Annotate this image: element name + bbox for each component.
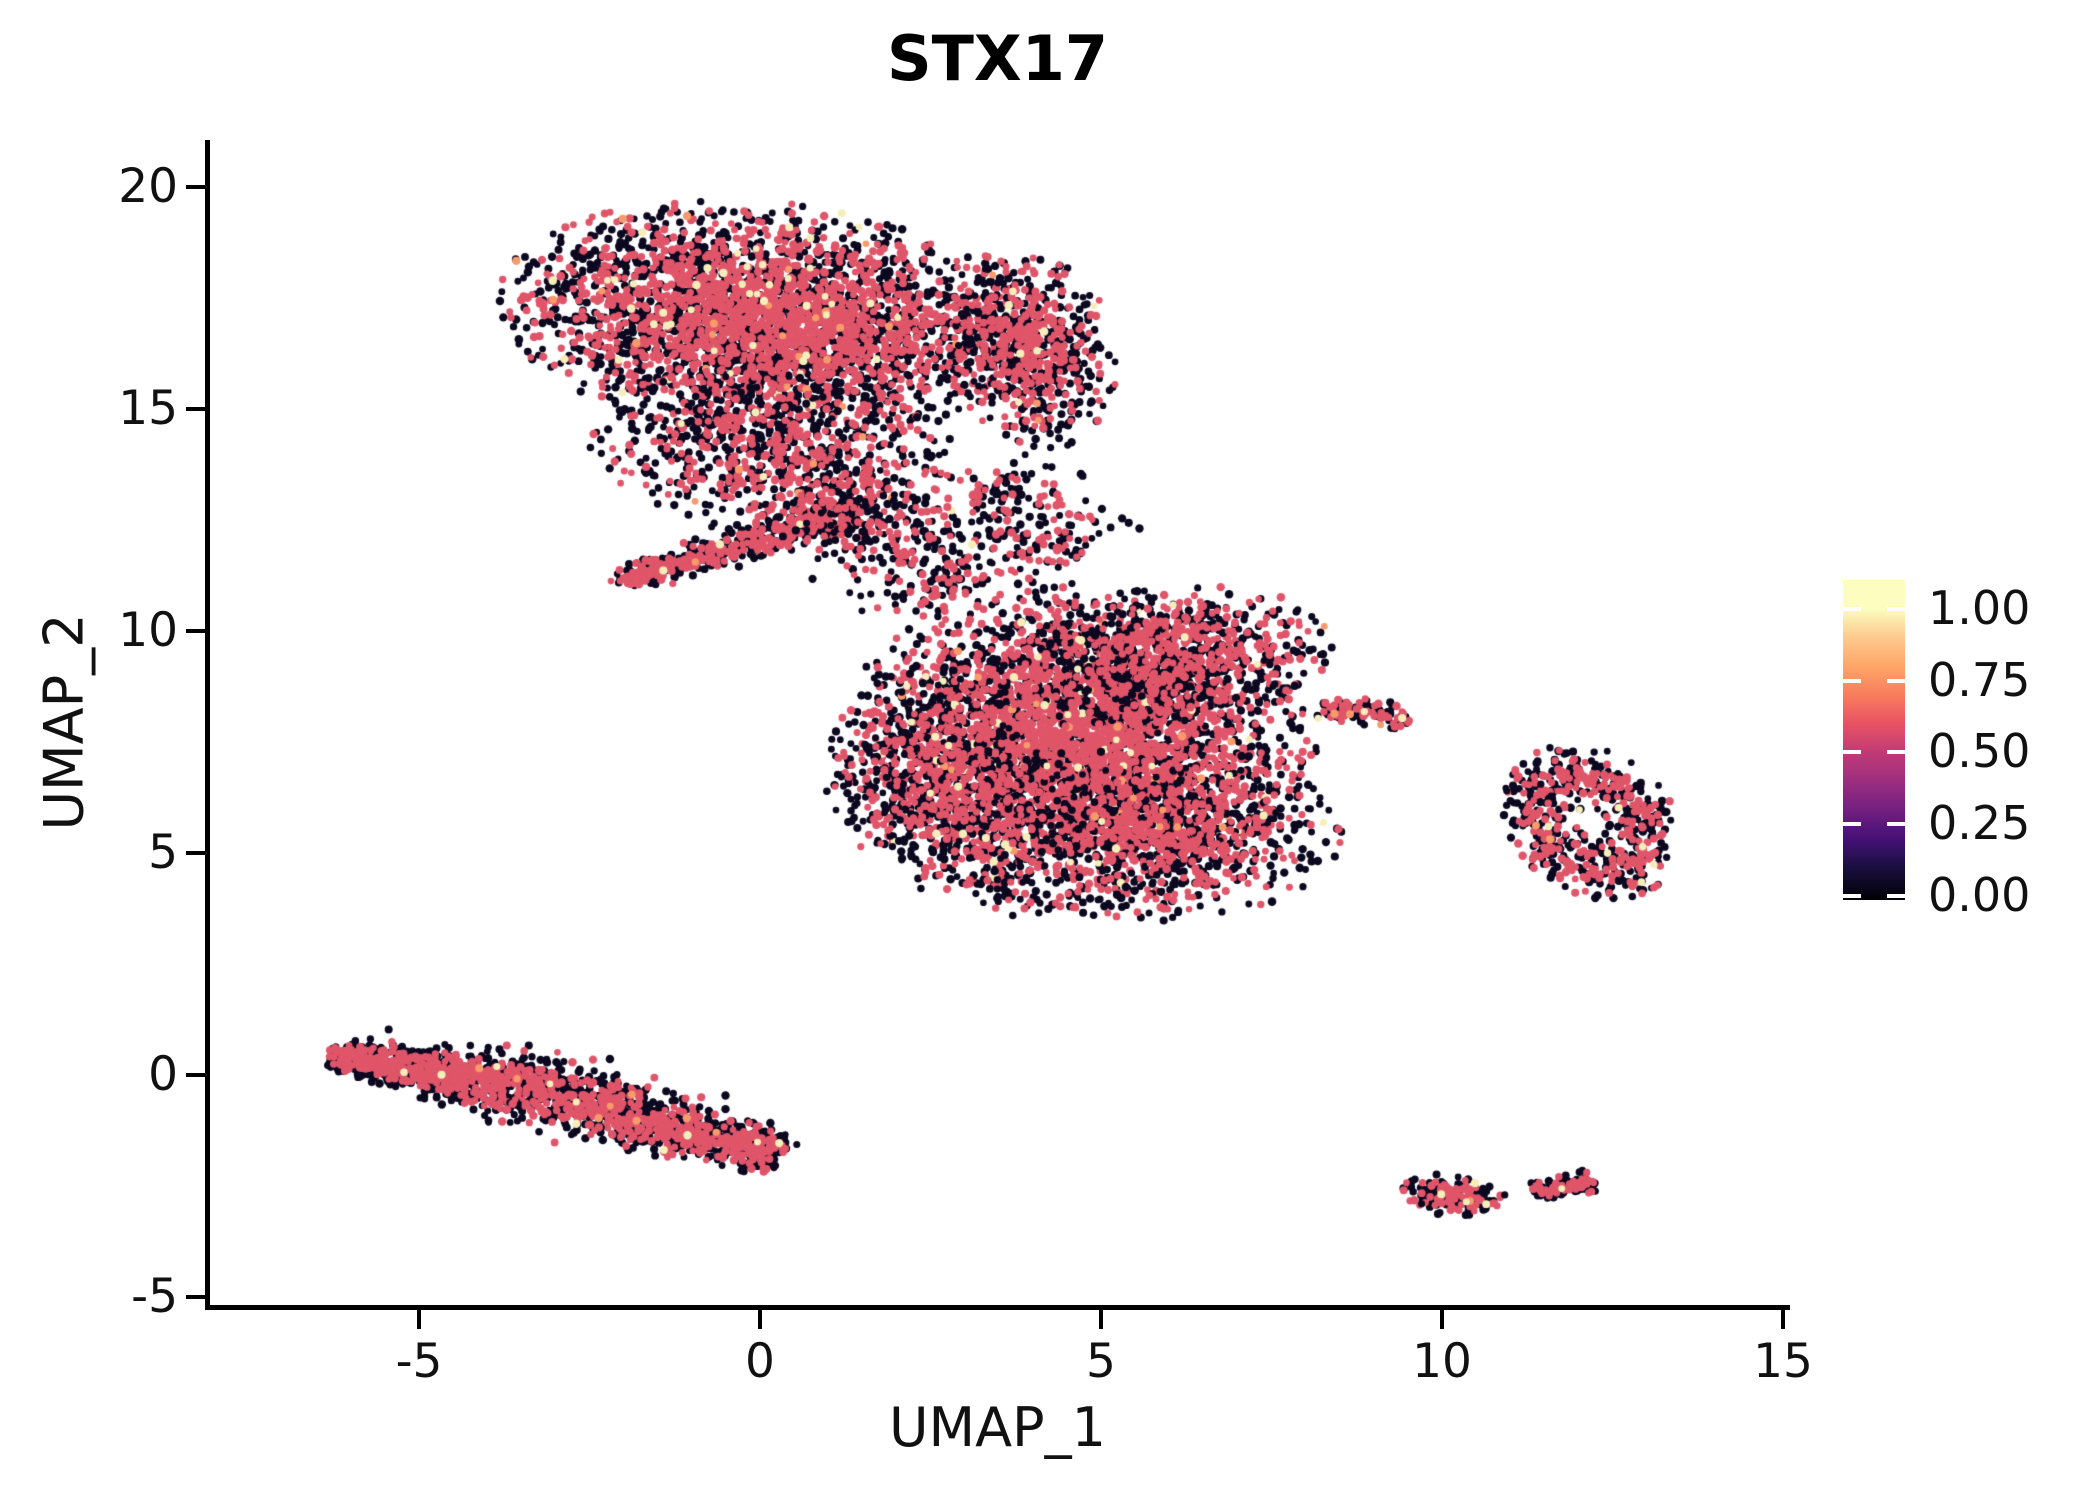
colorbar-label: 0.00 bbox=[1928, 868, 2031, 922]
y-axis-tick-label: 10 bbox=[118, 603, 178, 658]
y-axis-tick bbox=[186, 407, 205, 411]
colorbar-label: 0.50 bbox=[1928, 724, 2031, 778]
y-axis-tick bbox=[186, 629, 205, 633]
y-axis-tick bbox=[186, 851, 205, 855]
y-axis-tick-label: 0 bbox=[148, 1047, 178, 1102]
x-axis-tick-label: 10 bbox=[1412, 1334, 1472, 1389]
x-axis-tick-label: 5 bbox=[1086, 1334, 1116, 1389]
x-axis-tick bbox=[417, 1310, 421, 1329]
colorbar-tick bbox=[1843, 606, 1861, 611]
x-axis-tick bbox=[1781, 1310, 1785, 1329]
x-axis-title: UMAP_1 bbox=[889, 1396, 1106, 1459]
y-axis-tick bbox=[186, 1295, 205, 1299]
y-axis-tick bbox=[186, 1073, 205, 1077]
colorbar-label: 0.25 bbox=[1928, 796, 2031, 850]
y-axis-tick-label: 5 bbox=[148, 825, 178, 880]
x-axis-tick bbox=[1099, 1310, 1103, 1329]
x-axis-tick-label: 0 bbox=[745, 1334, 775, 1389]
colorbar-tick bbox=[1887, 894, 1905, 898]
x-axis-line bbox=[205, 1305, 1790, 1310]
colorbar-tick bbox=[1843, 678, 1861, 683]
colorbar-tick bbox=[1887, 678, 1905, 683]
y-axis-title: UMAP_2 bbox=[32, 613, 96, 831]
x-axis-tick-label: -5 bbox=[395, 1334, 443, 1389]
x-axis-tick bbox=[1440, 1310, 1444, 1329]
colorbar-gradient bbox=[1843, 580, 1905, 900]
x-axis-tick-label: 15 bbox=[1753, 1334, 1813, 1389]
colorbar-label: 1.00 bbox=[1928, 580, 2031, 635]
y-axis-tick-label: 20 bbox=[118, 159, 178, 214]
colorbar-label: 0.75 bbox=[1928, 652, 2031, 707]
plot-title: STX17 bbox=[886, 22, 1109, 95]
y-axis-tick-label: 15 bbox=[118, 381, 178, 436]
colorbar-tick bbox=[1843, 822, 1861, 826]
colorbar-tick bbox=[1887, 606, 1905, 611]
y-axis-line bbox=[205, 140, 210, 1310]
x-axis-tick bbox=[758, 1310, 762, 1329]
y-axis-tick-label: -5 bbox=[131, 1269, 178, 1324]
colorbar-tick bbox=[1843, 894, 1861, 898]
y-axis-tick bbox=[186, 185, 205, 189]
colorbar-tick bbox=[1887, 750, 1905, 754]
colorbar-tick bbox=[1887, 822, 1905, 826]
colorbar-tick bbox=[1843, 750, 1861, 754]
